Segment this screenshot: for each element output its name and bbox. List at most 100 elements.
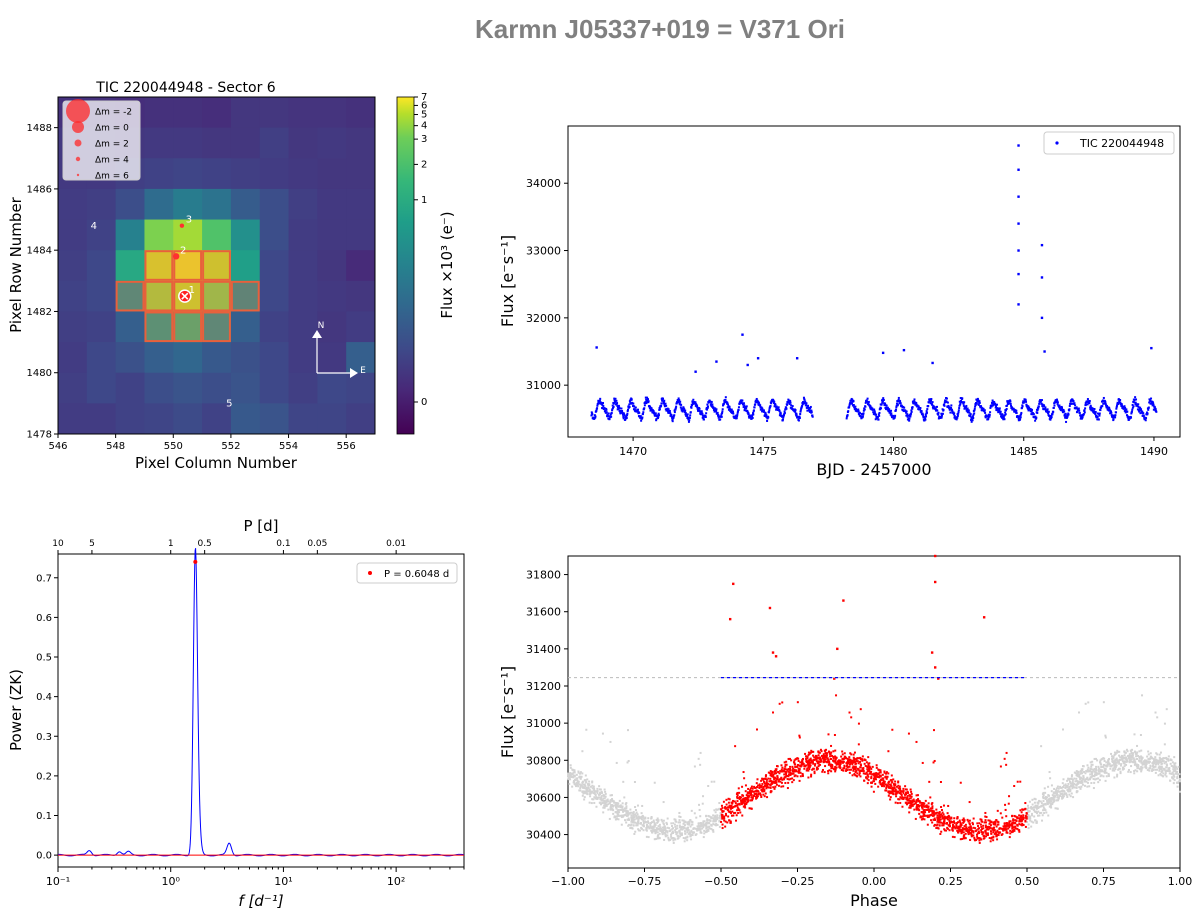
lightcurve-point: [990, 404, 993, 407]
phased-point: [946, 815, 949, 818]
lightcurve-point: [880, 403, 883, 406]
phased-point: [1008, 826, 1011, 829]
lightcurve-point: [1138, 407, 1141, 410]
tpf-pixel: [230, 219, 261, 251]
lightcurve-point: [783, 410, 786, 413]
lightcurve-point: [1086, 398, 1089, 401]
lightcurve-point: [745, 407, 748, 410]
phased-point: [874, 772, 877, 775]
lightcurve-point: [596, 404, 599, 407]
y-tick-label: 0.0: [36, 851, 52, 862]
wrapped-point: [660, 818, 663, 821]
lightcurve-point: [1064, 416, 1067, 419]
wrapped-point: [666, 826, 669, 829]
phased-point: [741, 814, 744, 817]
wrapped-point: [1061, 790, 1064, 793]
phased-point: [979, 818, 982, 821]
lightcurve-point: [970, 418, 973, 421]
wrapped-point: [686, 839, 689, 842]
lightcurve-point: [709, 400, 712, 403]
wrapped-point: [1149, 752, 1152, 755]
phased-point: [964, 832, 967, 835]
phased-point: [772, 711, 775, 714]
lightcurve-point: [606, 413, 609, 416]
wrapped-point: [1118, 754, 1121, 757]
phased-point: [789, 777, 792, 780]
lightcurve-point: [1111, 414, 1114, 417]
wrapped-point: [684, 836, 687, 839]
lightcurve-point: [688, 419, 691, 422]
periodogram-panel: 10⁻¹ 10⁰ 10¹ 10² 10 5 1 0.5 0.1 0.05 0.01 0.00.10…: [7, 517, 465, 910]
phased-point: [885, 777, 888, 780]
wrapped-point: [699, 831, 702, 834]
lightcurve-point: [737, 410, 740, 413]
lightcurve-point: [724, 396, 727, 399]
wrapped-point: [1088, 777, 1091, 780]
phased-point: [867, 779, 870, 782]
wrapped-point: [667, 836, 670, 839]
wrapped-point: [1042, 809, 1045, 812]
phased-point: [796, 701, 799, 704]
lightcurve-point: [691, 404, 694, 407]
wrapped-point: [1118, 767, 1121, 770]
wrapped-point: [595, 790, 598, 793]
wrapped-point: [650, 829, 653, 832]
lightcurve-point: [658, 408, 661, 411]
phased-point: [827, 772, 830, 775]
wrapped-point: [1042, 796, 1045, 799]
tpf-pixel: [288, 97, 318, 129]
phased-point: [941, 822, 944, 825]
lightcurve-point: [950, 406, 953, 409]
lightcurve-point: [908, 419, 911, 422]
top-tick-label: 0.01: [386, 539, 406, 549]
lightcurve-point: [604, 409, 607, 412]
phased-point: [1014, 822, 1017, 825]
wrapped-point: [674, 829, 677, 832]
wrapped-point: [1095, 769, 1098, 772]
phased-point: [832, 757, 835, 760]
wrapped-point: [1027, 817, 1030, 820]
wrapped-point: [1165, 760, 1168, 763]
phased-point: [827, 750, 830, 753]
wrapped-point: [1038, 805, 1041, 808]
y-tick-label: 1482: [27, 307, 52, 318]
wrapped-point: [577, 780, 580, 783]
lightcurve-point: [614, 397, 617, 400]
phased-point: [885, 787, 888, 790]
lightcurve-point: [911, 406, 914, 409]
wrapped-point: [1042, 806, 1045, 809]
tpf-pixel: [346, 219, 376, 251]
wrapped-point: [1028, 810, 1031, 813]
lightcurve-point: [700, 410, 703, 413]
lightcurve-point: [873, 408, 876, 411]
wrapped-point: [659, 827, 662, 830]
phased-point: [888, 790, 891, 793]
star-label: 4: [91, 221, 97, 232]
wrapped-point: [621, 802, 624, 805]
wrapped-point: [1047, 799, 1050, 802]
phased-point: [891, 790, 894, 793]
phased-point: [808, 765, 811, 768]
lightcurve-point: [767, 411, 770, 414]
wrapped-point: [643, 817, 646, 820]
lightcurve-point: [600, 402, 603, 405]
periodogram-legend-label: P = 0.6048 d: [384, 569, 449, 580]
wrapped-point: [678, 824, 681, 827]
wrapped-point: [598, 788, 601, 791]
phased-point: [989, 830, 992, 833]
lightcurve-point: [681, 407, 684, 410]
tpf-pixel: [58, 372, 88, 404]
phased-point: [769, 777, 772, 780]
phased-point: [772, 776, 775, 779]
tpf-pixel: [288, 188, 318, 221]
phased-point: [830, 770, 833, 773]
lightcurve-point: [647, 400, 650, 403]
wrapped-point: [1080, 768, 1083, 771]
wrapped-point: [1093, 770, 1096, 773]
wrapped-point: [1088, 769, 1091, 772]
lightcurve-point: [807, 404, 810, 407]
wrapped-point: [580, 784, 583, 787]
phased-point: [764, 775, 767, 778]
phased-point: [966, 818, 969, 821]
